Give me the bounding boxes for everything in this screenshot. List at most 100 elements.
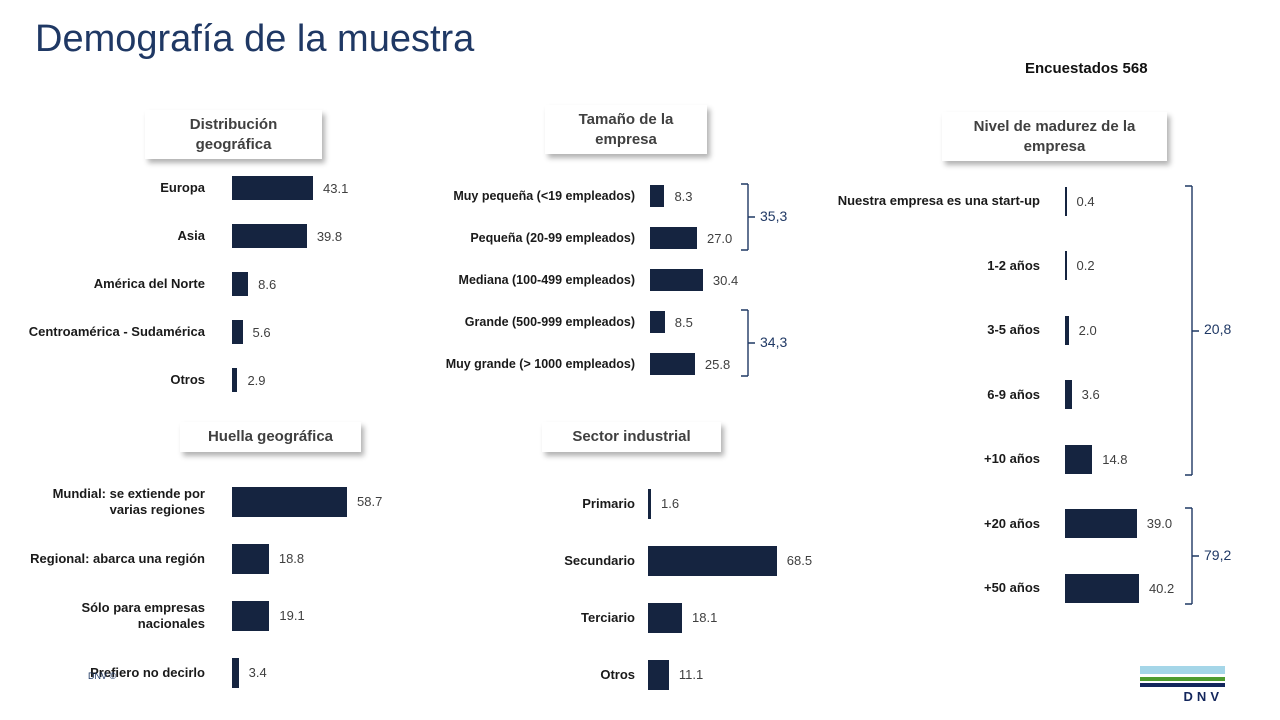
chart-industrial-sector: Primario 1.6 Secundario 68.5 Terciario 18.1 Ot… — [440, 475, 860, 703]
chart-row: Otros 2.9 — [30, 356, 460, 404]
category-label: Europa — [160, 180, 205, 196]
bar — [648, 545, 777, 576]
respondents-count: Encuestados 568 — [1025, 60, 1148, 77]
category-label: Asia — [177, 228, 205, 244]
category-label: Pequeña (20-99 empleados) — [470, 230, 635, 245]
value-label: 0.2 — [1076, 258, 1095, 274]
chart-row: Muy grande (> 1000 empleados) 25.8 — [440, 343, 860, 385]
value-label: 19.1 — [279, 608, 305, 623]
bar — [1065, 380, 1072, 410]
value-label: 18.1 — [692, 610, 718, 625]
category-label: Prefiero no decirlo — [90, 664, 205, 680]
chart-geographic-distribution: Europa 43.1 Asia 39.8 América del Norte 8.6 Ce… — [28, 164, 460, 404]
bar — [232, 486, 348, 517]
chart-row: 3-5 años 2.0 — [833, 298, 1278, 363]
chart-row: América del Norte 8.6 — [30, 260, 460, 308]
value-label: 18.8 — [278, 551, 305, 566]
value-label: 25.8 — [704, 356, 731, 372]
bar — [650, 353, 695, 375]
value-label: 68.5 — [786, 553, 813, 568]
category-label: +10 años — [983, 451, 1040, 467]
bar — [650, 185, 665, 207]
chart-row: Otros 11.1 — [440, 646, 860, 703]
bar — [232, 176, 314, 200]
chart-header-geographic-footprint: Huella geográfica — [180, 422, 361, 452]
category-label: Muy grande (> 1000 empleados) — [445, 356, 635, 371]
bar — [1065, 573, 1139, 603]
value-label: 1.6 — [661, 496, 680, 511]
chart-row: Mundial: se extiende por varias regiones… — [30, 473, 460, 530]
bar — [1065, 186, 1067, 216]
bar — [232, 272, 249, 296]
category-label: Terciario — [581, 609, 635, 625]
chart-header-geographic-distribution: Distribución geográfica — [145, 110, 322, 159]
category-label: +50 años — [983, 580, 1040, 596]
chart-header-company-maturity: Nivel de madurez de la empresa — [942, 112, 1167, 161]
bracket — [1185, 507, 1199, 605]
category-label: Nuestra empresa es una start-up — [837, 193, 1040, 209]
value-label: 2.9 — [247, 372, 266, 388]
chart-row: Primario 1.6 — [440, 475, 860, 532]
bar — [648, 602, 683, 633]
value-label: 3.6 — [1081, 387, 1100, 403]
logo-stripe-green — [1140, 677, 1225, 681]
category-label: 6-9 años — [987, 386, 1040, 402]
chart-row: Nuestra empresa es una start-up 0.4 — [833, 169, 1278, 234]
category-label: Mediana (100-499 empleados) — [458, 272, 635, 287]
bar — [232, 543, 269, 574]
category-label: Sólo para empresas nacionales — [81, 599, 205, 631]
bar — [1065, 444, 1093, 474]
bracket-total-label: 34,3 — [760, 334, 788, 350]
category-label: Mundial: se extiende por varias regiones — [52, 485, 205, 517]
logo-stripe-navy — [1140, 683, 1225, 687]
value-label: 2.0 — [1078, 322, 1097, 338]
logo-wordmark: DNV — [1183, 689, 1223, 704]
chart-row: 1-2 años 0.2 — [833, 234, 1278, 299]
category-label: América del Norte — [93, 276, 205, 292]
bracket — [741, 183, 755, 251]
value-label: 14.8 — [1102, 451, 1128, 467]
bar — [1065, 251, 1067, 281]
chart-header-industrial-sector: Sector industrial — [542, 422, 721, 452]
chart-row: Mediana (100-499 empleados) 30.4 — [440, 259, 860, 301]
category-label: Grande (500-999 empleados) — [464, 314, 635, 329]
value-label: 8.3 — [674, 188, 693, 204]
bar — [232, 368, 238, 392]
chart-row: Secundario 68.5 — [440, 532, 860, 589]
chart-row: +20 años 39.0 — [833, 492, 1278, 557]
chart-row: Pequeña (20-99 empleados) 27.0 — [440, 217, 860, 259]
page-title: Demografía de la muestra — [35, 18, 475, 60]
copyright-text: DNV © — [88, 671, 117, 681]
bar — [232, 320, 243, 344]
category-label: Muy pequeña (<19 empleados) — [453, 188, 635, 203]
bar — [1065, 315, 1069, 345]
value-label: 8.5 — [674, 314, 693, 330]
chart-row: Prefiero no decirlo 3.4 — [30, 644, 460, 701]
value-label: 40.2 — [1148, 580, 1175, 596]
chart-company-maturity: Nuestra empresa es una start-up 0.4 1-2 añ… — [833, 169, 1278, 621]
bar — [650, 269, 703, 291]
bracket — [741, 309, 755, 377]
category-label: +20 años — [983, 515, 1040, 531]
category-label: Centroamérica - Sudamérica — [28, 324, 205, 340]
bar — [648, 488, 651, 519]
category-label: Regional: abarca una región — [30, 550, 205, 566]
value-label: 58.7 — [357, 494, 383, 509]
category-label: Secundario — [564, 552, 635, 568]
logo-stripe-lightblue — [1140, 666, 1225, 674]
bar — [232, 657, 239, 688]
chart-company-size: Muy pequeña (<19 empleados) 8.3 Pequeña (2… — [440, 175, 860, 385]
category-label: Otros — [170, 372, 205, 388]
chart-row: Muy pequeña (<19 empleados) 8.3 — [440, 175, 860, 217]
dnv-logo: DNV — [1140, 666, 1225, 704]
category-label: Primario — [582, 495, 635, 511]
chart-row: Terciario 18.1 — [440, 589, 860, 646]
chart-row: Grande (500-999 empleados) 8.5 — [440, 301, 860, 343]
value-label: 43.1 — [323, 180, 349, 196]
bracket-total-label: 79,2 — [1204, 547, 1232, 564]
chart-row: Sólo para empresas nacionales 19.1 — [30, 587, 460, 644]
value-label: 39.0 — [1146, 516, 1173, 532]
chart-header-company-size: Tamaño de la empresa — [545, 105, 707, 154]
value-label: 27.0 — [706, 230, 733, 246]
chart-row: +50 años 40.2 — [833, 556, 1278, 621]
